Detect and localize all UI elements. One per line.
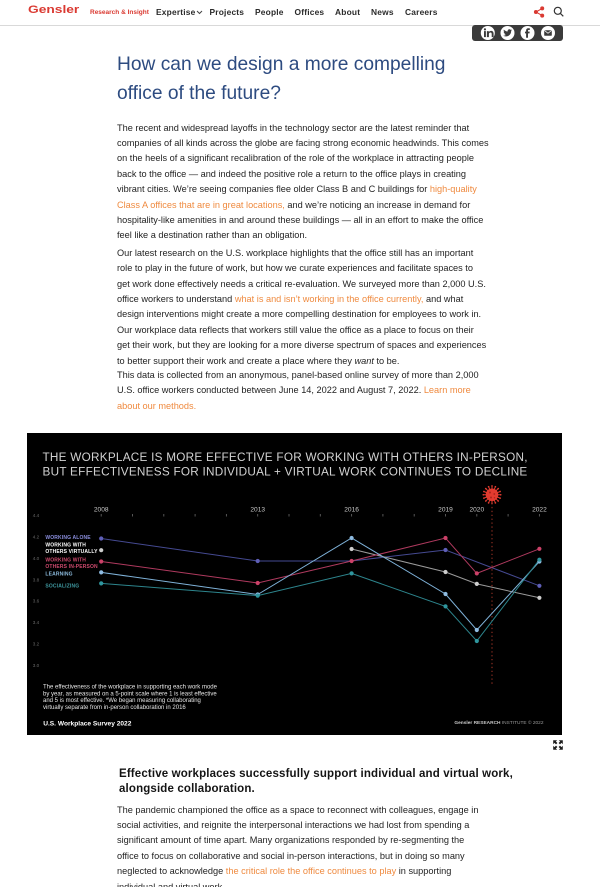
svg-text:4.0: 4.0 bbox=[33, 556, 40, 561]
svg-text:4.2: 4.2 bbox=[33, 534, 40, 539]
svg-text:by year, as measured on a 5-po: by year, as measured on a 5-point scale … bbox=[43, 691, 217, 697]
svg-text:THE WORKPLACE IS MORE EFFECTIV: THE WORKPLACE IS MORE EFFECTIVE FOR WORK… bbox=[43, 451, 528, 464]
svg-text:3.6: 3.6 bbox=[33, 599, 40, 604]
svg-text:The effectiveness of the workp: The effectiveness of the workplace in su… bbox=[43, 684, 218, 690]
svg-text:OTHERS IN-PERSON: OTHERS IN-PERSON bbox=[45, 564, 98, 570]
svg-text:virtually separate from in-per: virtually separate from in-person collab… bbox=[43, 705, 186, 711]
svg-text:OTHERS VIRTUALLY: OTHERS VIRTUALLY bbox=[45, 549, 98, 555]
svg-text:SOCIALIZING: SOCIALIZING bbox=[45, 584, 79, 590]
svg-text:BUT EFFECTIVENESS FOR INDIVIDU: BUT EFFECTIVENESS FOR INDIVIDUAL + VIRTU… bbox=[43, 465, 528, 478]
svg-text:3.0: 3.0 bbox=[33, 663, 40, 668]
svg-text:WORKING ALONE: WORKING ALONE bbox=[45, 535, 91, 541]
svg-text:U.S. Workplace Survey 2022: U.S. Workplace Survey 2022 bbox=[43, 721, 132, 728]
svg-text:WORKING WITH: WORKING WITH bbox=[45, 543, 86, 549]
svg-text:2022: 2022 bbox=[532, 506, 547, 513]
svg-text:3.2: 3.2 bbox=[33, 642, 40, 647]
svg-text:2019: 2019 bbox=[438, 506, 453, 513]
svg-text:3.8: 3.8 bbox=[33, 577, 40, 582]
svg-text:LEARNING: LEARNING bbox=[45, 571, 72, 577]
svg-text:Gensler RESEARCH INSTITUTE © 2: Gensler RESEARCH INSTITUTE © 2022 bbox=[454, 719, 543, 726]
svg-text:WORKING WITH: WORKING WITH bbox=[45, 557, 86, 563]
svg-text:4.4: 4.4 bbox=[33, 513, 40, 518]
svg-text:3.4: 3.4 bbox=[33, 620, 40, 625]
svg-text:and 5 is most effective. *We b: and 5 is most effective. *We began measu… bbox=[43, 698, 201, 704]
svg-text:2013: 2013 bbox=[250, 506, 265, 513]
svg-text:2016: 2016 bbox=[344, 506, 359, 513]
svg-text:2020: 2020 bbox=[469, 506, 484, 513]
svg-text:2008: 2008 bbox=[94, 506, 109, 513]
